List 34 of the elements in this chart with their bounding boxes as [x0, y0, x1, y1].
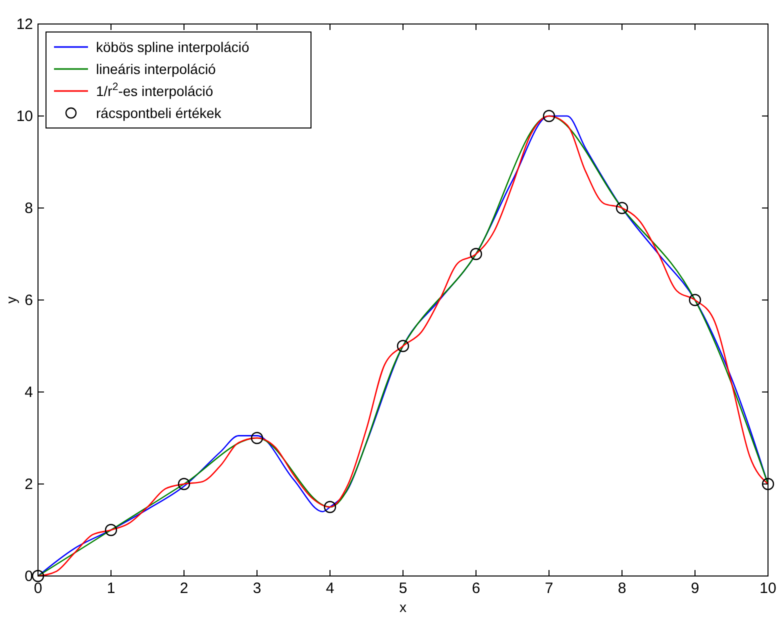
y-tick-label: 0	[24, 568, 33, 585]
legend-label: rácspontbeli értékek	[96, 105, 222, 121]
x-tick-label: 1	[106, 580, 116, 597]
y-axis-title: y	[3, 296, 19, 304]
point	[396, 340, 410, 352]
point	[616, 202, 628, 214]
x-tick-label: 5	[398, 580, 408, 597]
point	[324, 500, 336, 514]
point	[104, 524, 118, 536]
legend-label: 1/r$^{2}$-es interpoláció	[96, 81, 214, 99]
y-tick-label: 4	[24, 384, 33, 401]
y-tick-label: 2	[24, 476, 33, 493]
point	[250, 432, 264, 444]
x-tick-label: 7	[544, 580, 554, 597]
point	[470, 248, 482, 260]
point	[178, 478, 190, 490]
point	[762, 478, 774, 490]
x-tick-label: 6	[472, 580, 480, 597]
x-tick-label: 3	[252, 580, 262, 597]
x-tick-label: 8	[618, 580, 626, 597]
point	[688, 294, 702, 306]
x-tick-label: 10	[760, 580, 776, 597]
point	[32, 570, 44, 582]
x-axis-title: x	[400, 599, 406, 615]
y-tick-label: 12	[16, 16, 33, 33]
x-tick-label: 2	[180, 580, 188, 597]
x-tick-label: 4	[326, 580, 334, 597]
y-tick-label: 8	[24, 200, 33, 217]
y-tick-label: 6	[24, 292, 33, 309]
x-tick-label: 9	[690, 580, 700, 597]
y-tick-label: 10	[16, 108, 33, 125]
legend-label: köbös spline interpoláció	[96, 39, 250, 55]
point	[542, 110, 556, 122]
legend-label: lineáris interpoláció	[96, 61, 216, 77]
